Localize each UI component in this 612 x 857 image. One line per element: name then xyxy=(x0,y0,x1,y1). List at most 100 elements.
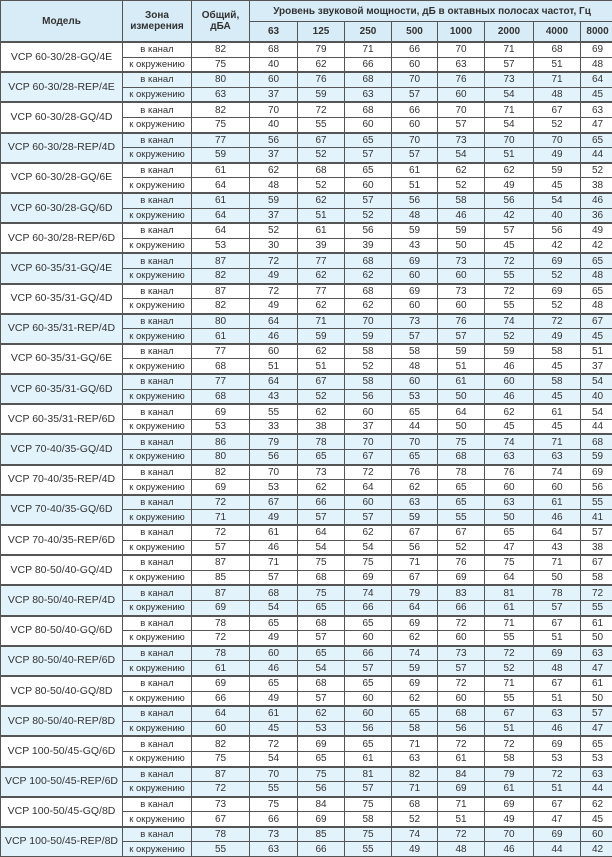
octave-value-cell: 72 xyxy=(438,616,485,631)
zone-cell: в канал xyxy=(123,555,192,570)
octave-value-cell: 65 xyxy=(298,450,345,465)
octave-value-cell: 45 xyxy=(581,812,612,827)
model-name-cell: VCP 60-30/28-REP/4D xyxy=(1,133,123,163)
octave-value-cell: 71 xyxy=(392,555,438,570)
octave-value-cell: 66 xyxy=(298,495,345,510)
octave-value-cell: 67 xyxy=(298,133,345,148)
octave-value-cell: 52 xyxy=(438,540,485,555)
octave-value-cell: 53 xyxy=(392,389,438,404)
total-dba-cell: 87 xyxy=(192,585,250,600)
octave-value-cell: 46 xyxy=(438,208,485,223)
octave-value-cell: 50 xyxy=(581,631,612,646)
octave-value-cell: 57 xyxy=(392,87,438,102)
octave-value-cell: 71 xyxy=(534,434,581,449)
total-dba-cell: 82 xyxy=(192,299,250,314)
octave-value-cell: 56 xyxy=(345,223,392,238)
octave-value-cell: 52 xyxy=(485,661,534,676)
octave-value-cell: 55 xyxy=(298,117,345,132)
octave-value-cell: 42 xyxy=(534,238,581,253)
header-freq-1000: 1000 xyxy=(438,22,485,43)
octave-value-cell: 49 xyxy=(392,842,438,857)
octave-value-cell: 72 xyxy=(534,767,581,782)
octave-value-cell: 69 xyxy=(392,284,438,299)
model-name-cell: VCP 80-50/40-GQ/4D xyxy=(1,555,123,585)
octave-value-cell: 62 xyxy=(298,268,345,283)
zone-cell: в канал xyxy=(123,495,192,510)
octave-value-cell: 57 xyxy=(581,706,612,721)
octave-value-cell: 51 xyxy=(392,178,438,193)
total-dba-cell: 64 xyxy=(192,208,250,223)
octave-value-cell: 48 xyxy=(438,842,485,857)
octave-value-cell: 40 xyxy=(250,117,298,132)
octave-value-cell: 59 xyxy=(392,223,438,238)
octave-value-cell: 45 xyxy=(534,178,581,193)
octave-value-cell: 52 xyxy=(392,812,438,827)
octave-value-cell: 59 xyxy=(298,329,345,344)
octave-value-cell: 69 xyxy=(581,465,612,480)
octave-value-cell: 71 xyxy=(438,797,485,812)
octave-value-cell: 75 xyxy=(345,555,392,570)
octave-value-cell: 61 xyxy=(534,404,581,419)
octave-value-cell: 65 xyxy=(392,450,438,465)
octave-value-cell: 67 xyxy=(485,706,534,721)
octave-value-cell: 62 xyxy=(485,163,534,178)
total-dba-cell: 80 xyxy=(192,72,250,87)
octave-value-cell: 60 xyxy=(438,268,485,283)
octave-value-cell: 30 xyxy=(250,238,298,253)
octave-value-cell: 70 xyxy=(438,42,485,57)
total-dba-cell: 72 xyxy=(192,631,250,646)
octave-value-cell: 76 xyxy=(298,72,345,87)
model-name-cell: VCP 60-30/28-REP/6D xyxy=(1,223,123,253)
octave-value-cell: 62 xyxy=(298,480,345,495)
octave-value-cell: 57 xyxy=(250,570,298,585)
octave-value-cell: 65 xyxy=(581,133,612,148)
octave-value-cell: 66 xyxy=(250,812,298,827)
zone-cell: в канал xyxy=(123,344,192,359)
octave-value-cell: 60 xyxy=(581,827,612,842)
model-name-cell: VCP 80-50/40-GQ/6D xyxy=(1,616,123,646)
total-dba-cell: 75 xyxy=(192,57,250,72)
octave-value-cell: 58 xyxy=(581,570,612,585)
model-name-cell: VCP 100-50/45-REP/6D xyxy=(1,767,123,797)
octave-value-cell: 68 xyxy=(250,42,298,57)
octave-value-cell: 43 xyxy=(392,238,438,253)
octave-value-cell: 55 xyxy=(485,299,534,314)
octave-value-cell: 58 xyxy=(534,374,581,389)
zone-cell: в канал xyxy=(123,465,192,480)
octave-value-cell: 71 xyxy=(345,42,392,57)
octave-value-cell: 64 xyxy=(250,314,298,329)
octave-value-cell: 54 xyxy=(534,193,581,208)
header-freq-500: 500 xyxy=(392,22,438,43)
octave-value-cell: 81 xyxy=(485,585,534,600)
octave-value-cell: 44 xyxy=(581,782,612,797)
total-dba-cell: 87 xyxy=(192,767,250,782)
octave-value-cell: 56 xyxy=(438,721,485,736)
total-dba-cell: 86 xyxy=(192,434,250,449)
total-dba-cell: 85 xyxy=(192,570,250,585)
octave-value-cell: 68 xyxy=(298,676,345,691)
zone-cell: к окружению xyxy=(123,117,192,132)
octave-value-cell: 69 xyxy=(438,570,485,585)
octave-value-cell: 56 xyxy=(581,480,612,495)
octave-value-cell: 68 xyxy=(534,42,581,57)
octave-value-cell: 49 xyxy=(581,223,612,238)
octave-value-cell: 72 xyxy=(438,736,485,751)
octave-value-cell: 75 xyxy=(485,555,534,570)
octave-value-cell: 68 xyxy=(438,706,485,721)
octave-value-cell: 51 xyxy=(534,782,581,797)
octave-value-cell: 46 xyxy=(534,510,581,525)
octave-value-cell: 66 xyxy=(345,646,392,661)
header-freq-2000: 2000 xyxy=(485,22,534,43)
octave-value-cell: 60 xyxy=(345,178,392,193)
octave-value-cell: 62 xyxy=(581,797,612,812)
octave-value-cell: 67 xyxy=(534,797,581,812)
